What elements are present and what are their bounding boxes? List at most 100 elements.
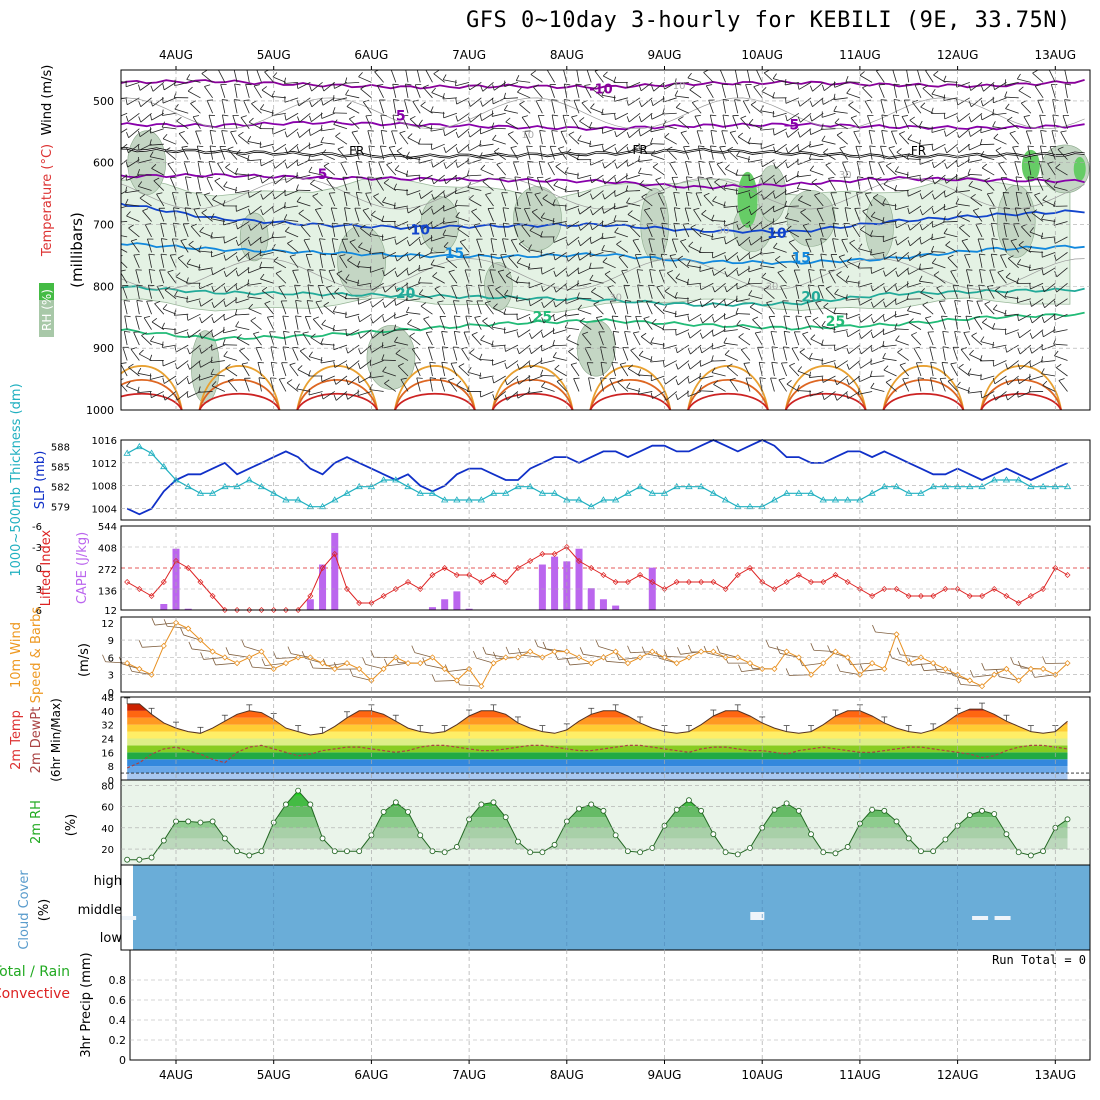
wind-barb bbox=[963, 332, 971, 346]
wind-barb-flag bbox=[193, 115, 200, 118]
thickness-point bbox=[392, 476, 400, 483]
wind-barb bbox=[833, 97, 848, 101]
wind-barb bbox=[954, 315, 958, 330]
wind-barb bbox=[712, 251, 726, 259]
wind-barb bbox=[1018, 313, 1032, 322]
wind-barb bbox=[890, 131, 897, 145]
wind-barb-flag bbox=[332, 222, 339, 225]
wind-barb-flag bbox=[479, 372, 482, 379]
wind-barb bbox=[151, 391, 164, 399]
wind-barb bbox=[946, 174, 958, 184]
wind-speed-point bbox=[991, 671, 998, 678]
wind-barb bbox=[248, 121, 262, 130]
wind-barb bbox=[308, 159, 323, 161]
wind-barb bbox=[844, 207, 849, 222]
wind-barb bbox=[688, 375, 702, 384]
wind-barb bbox=[409, 236, 421, 247]
wind-barb bbox=[761, 236, 775, 243]
wind-barb-flag bbox=[1028, 245, 1032, 252]
surface-wind-barb-flag bbox=[492, 651, 497, 660]
wind-barb-flag bbox=[602, 257, 608, 263]
wind-barb bbox=[570, 364, 580, 377]
wind-barb bbox=[542, 282, 555, 292]
wind-barb-flag bbox=[197, 176, 204, 178]
wind-barb-flag bbox=[511, 238, 518, 241]
wind-barb bbox=[554, 313, 567, 322]
wind-barb-flag bbox=[541, 331, 544, 338]
surface-wind-barb-flag bbox=[888, 650, 893, 659]
wind-barb-flag bbox=[515, 75, 520, 81]
lifted-index-point bbox=[392, 586, 399, 592]
wind-barb-flag bbox=[357, 315, 361, 322]
lifted-index-point bbox=[331, 551, 338, 557]
wind-barb-flag bbox=[418, 192, 422, 199]
wind-barb bbox=[833, 329, 848, 333]
wind-barb bbox=[394, 313, 409, 319]
wind-barb-flag bbox=[441, 331, 448, 333]
wind-barb bbox=[624, 300, 629, 315]
wind-barb bbox=[669, 162, 678, 176]
wind-barb bbox=[261, 89, 274, 99]
wind-barb-flag bbox=[1040, 145, 1047, 148]
wind-barb-flag bbox=[287, 239, 293, 244]
wind-barb bbox=[868, 130, 873, 145]
wind-barb bbox=[920, 106, 934, 114]
surface-wind-barb bbox=[352, 675, 372, 681]
wind-barb-flag bbox=[225, 364, 231, 369]
wind-barb bbox=[861, 329, 873, 339]
wind-barb-flag bbox=[234, 99, 241, 101]
wind-barb bbox=[600, 362, 604, 377]
wind-barb bbox=[481, 112, 494, 122]
wind-barb bbox=[360, 88, 372, 99]
wind-barb-flag bbox=[333, 394, 337, 401]
wind-barb-flag bbox=[956, 160, 959, 167]
wind-barb-flag bbox=[235, 186, 237, 193]
wind-barb bbox=[802, 225, 812, 238]
wind-barb-flag bbox=[234, 83, 241, 86]
wind-barb-flag bbox=[393, 99, 400, 101]
wind-barb-flag bbox=[667, 270, 673, 274]
wind-barb bbox=[485, 194, 494, 207]
boundary-layer-isotherm bbox=[198, 393, 281, 410]
wind-barb bbox=[933, 205, 946, 215]
rh-band bbox=[127, 817, 1068, 828]
wind-barb bbox=[190, 226, 201, 238]
wind-barb-flag bbox=[834, 394, 838, 401]
wind-barb bbox=[136, 284, 140, 299]
boundary-layer-isotherm bbox=[882, 378, 965, 410]
wind-barb bbox=[150, 128, 164, 134]
wind-barb bbox=[147, 285, 152, 299]
wind-barb bbox=[888, 147, 897, 160]
wind-barb bbox=[312, 195, 323, 207]
wind-barb-flag bbox=[862, 208, 869, 212]
wind-barb bbox=[580, 236, 592, 247]
lifted-index-point bbox=[991, 586, 998, 592]
wind-barb-flag bbox=[773, 146, 776, 153]
wind-barb-flag bbox=[542, 194, 548, 199]
slp-ylabel-thickness: 1000~500mb Thickness (dm) bbox=[9, 383, 24, 576]
wind-barb bbox=[565, 172, 580, 176]
wind-barb bbox=[154, 303, 165, 315]
precip-tick-label: 0.2 bbox=[109, 1034, 127, 1047]
wind-barb bbox=[284, 97, 299, 103]
boundary-layer-isotherm bbox=[687, 378, 769, 410]
wind-barb-flag bbox=[516, 257, 522, 263]
wind-barb-flag bbox=[400, 377, 407, 380]
wind-barb-flag bbox=[247, 291, 251, 298]
wind-barb bbox=[270, 362, 275, 377]
wind-barb bbox=[1014, 207, 1020, 222]
wind-barb bbox=[616, 128, 629, 138]
wind-barb bbox=[578, 190, 592, 198]
wind-barb bbox=[934, 174, 946, 185]
wind-barb-flag bbox=[289, 254, 296, 257]
wind-barb bbox=[970, 97, 983, 108]
wind-barb bbox=[646, 301, 653, 315]
wind-barb bbox=[210, 360, 225, 364]
wind-barb bbox=[401, 115, 409, 129]
wind-barb bbox=[737, 205, 751, 213]
wind-barb-flag bbox=[474, 223, 481, 226]
wind-barb bbox=[722, 99, 726, 114]
wind-barb-flag bbox=[783, 315, 790, 318]
wind-barb-flag bbox=[979, 138, 983, 145]
wind-barb-flag bbox=[150, 391, 152, 398]
